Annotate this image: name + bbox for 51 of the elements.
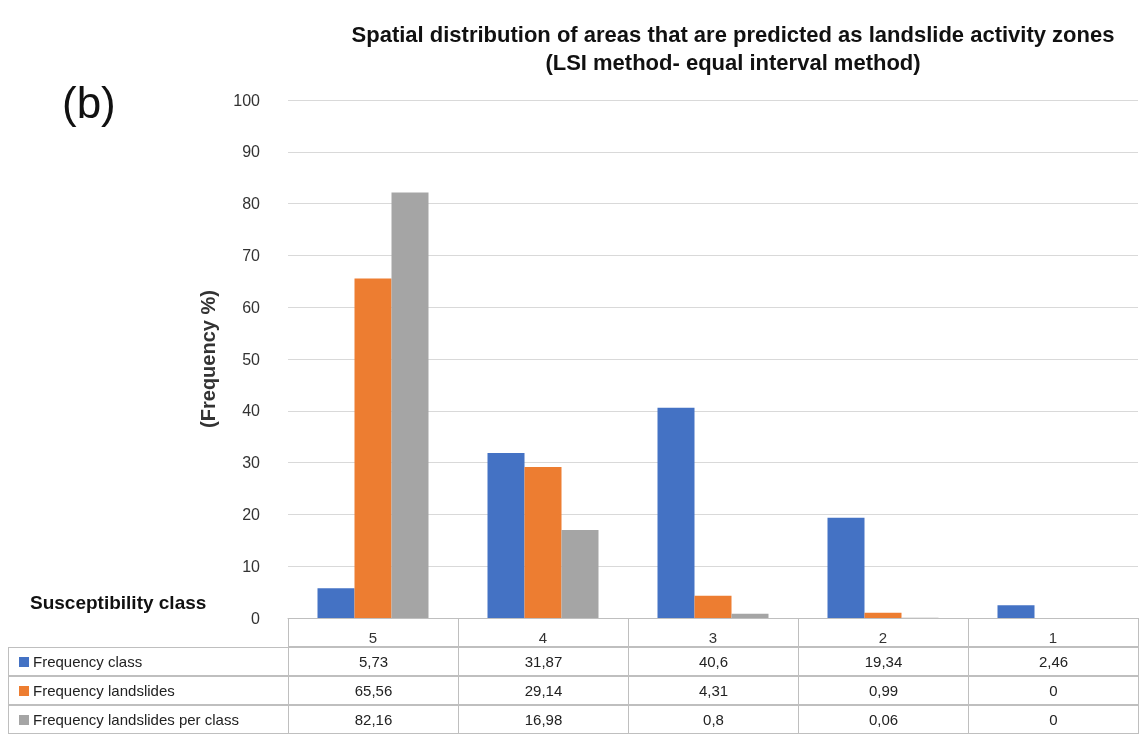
- x-tick-label: 3: [708, 629, 718, 646]
- legend-label: Frequency landslides: [33, 682, 175, 699]
- x-tick-label: 5: [368, 629, 378, 646]
- y-tick-label: 30: [242, 454, 261, 472]
- data-label: 0: [968, 676, 1139, 705]
- y-tick-label: 100: [233, 91, 261, 109]
- data-label: 40,6: [628, 647, 799, 676]
- y-tick-label: 0: [251, 609, 261, 627]
- data-label: 82,16: [288, 705, 459, 734]
- data-label: 0,99: [798, 676, 969, 705]
- y-tick-label: 50: [242, 350, 261, 368]
- bar: [487, 452, 525, 618]
- y-tick-label: 20: [242, 505, 261, 523]
- chart-title: Spatial distribution of areas that are predicted as landslide activity zones: [351, 21, 1115, 47]
- y-tick-label: 10: [242, 557, 261, 575]
- chart-subtitle: (LSI method- equal interval method): [545, 49, 921, 75]
- bar: [391, 192, 429, 618]
- x-tick-label: 2: [878, 629, 888, 646]
- bar: [317, 588, 355, 618]
- y-axis-title: (Frequency %): [197, 290, 219, 428]
- x-tick-label: 1: [1048, 629, 1058, 646]
- data-label: 0,06: [798, 705, 969, 734]
- x-tick-label: 4: [538, 629, 548, 646]
- data-label: 65,56: [288, 676, 459, 705]
- bar: [827, 517, 865, 618]
- data-label: 19,34: [798, 647, 969, 676]
- data-label: 4,31: [628, 676, 799, 705]
- y-tick-label: 60: [242, 298, 261, 316]
- y-tick-label: 70: [242, 246, 261, 264]
- bar: [694, 595, 732, 618]
- legend-label: Frequency class: [33, 653, 143, 670]
- data-label: 0,8: [628, 705, 799, 734]
- x-axis-title: Susceptibility class: [30, 592, 207, 614]
- data-label: 0: [968, 705, 1139, 734]
- data-label: 2,46: [968, 647, 1139, 676]
- bar: [997, 605, 1035, 618]
- y-tick-label: 90: [242, 143, 261, 161]
- bar: [524, 467, 562, 618]
- text: (b): [62, 78, 116, 128]
- y-tick-label: 40: [242, 402, 261, 420]
- legend-label: Frequency landslides per class: [33, 711, 239, 728]
- bar: [354, 278, 392, 618]
- data-label: 31,87: [458, 647, 629, 676]
- bar: [657, 407, 695, 618]
- data-label: 29,14: [458, 676, 629, 705]
- bar: [561, 530, 599, 618]
- data-label: 5,73: [288, 647, 459, 676]
- y-tick-label: 80: [242, 195, 261, 213]
- bar: [731, 613, 769, 618]
- bar: [864, 612, 902, 618]
- data-label: 16,98: [458, 705, 629, 734]
